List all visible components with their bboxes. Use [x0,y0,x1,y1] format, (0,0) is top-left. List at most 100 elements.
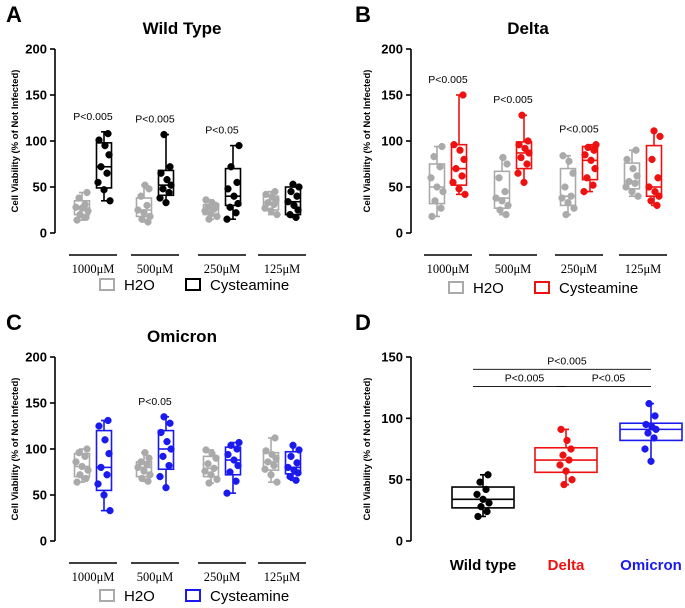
data-point [208,198,216,207]
data-point [94,480,102,488]
y-axis-title: Cell Viability (% of Not Infected) [10,70,21,213]
chart-title: Wild Type [143,19,222,38]
data-point [562,210,570,219]
data-point [483,507,491,516]
data-point [499,153,507,162]
box-group [449,91,469,199]
data-point [295,446,303,454]
data-point [273,210,281,219]
data-point [227,441,235,449]
data-point [502,210,510,219]
data-point [101,141,109,150]
data-point [592,141,600,149]
data-point [292,476,300,484]
box-group [94,129,114,205]
x-category-label: 500μM [495,262,532,276]
data-point [495,174,503,182]
data-point [264,198,272,207]
data-point [455,185,463,193]
data-point [76,210,84,219]
data-point [159,185,167,193]
data-point [143,201,151,210]
data-point [72,203,80,211]
y-tick-label: 200 [25,350,47,365]
data-point [645,183,653,191]
data-point [450,141,458,149]
significance-label: P<0.005 [547,355,587,367]
data-point [271,187,279,196]
data-point [641,445,649,453]
data-point [644,429,652,437]
data-point [436,163,444,171]
legend-swatch-cysteamine [534,281,550,294]
x-category-label: 125μM [264,570,301,584]
y-tick-label: 50 [389,180,403,195]
y-axis-title: Cell Viability (% of Not Infected) [362,378,373,521]
data-point [650,127,658,135]
data-point [648,155,656,164]
data-point [290,466,298,474]
data-point [213,475,221,484]
data-point [95,136,103,144]
data-point [167,445,175,453]
data-point [232,209,240,217]
box-group [201,196,221,223]
data-point [428,212,436,221]
data-point [95,422,103,430]
data-point [567,445,575,453]
data-point [564,198,572,207]
data-point [484,471,492,479]
x-category-label: 250μM [204,262,241,276]
data-point [224,185,232,193]
legend-label-cysteamine: Cysteamine [210,277,289,294]
data-point [293,459,301,467]
data-point [82,474,90,483]
data-point [163,175,171,184]
data-point [293,192,301,200]
panel-label: B [355,2,371,27]
y-tick-label: 100 [381,411,403,426]
box-group [451,471,515,521]
y-tick-label: 100 [25,134,47,149]
chart-title: Omicron [147,327,217,346]
box-group [201,446,221,487]
data-point [105,449,113,458]
data-point [232,477,240,485]
x-category-label: 125μM [264,262,301,276]
data-point [580,187,588,196]
y-tick-label: 150 [25,88,47,103]
data-point [559,451,567,459]
data-point [501,187,509,196]
legend-swatch-cysteamine [185,278,201,291]
panel-label: A [6,2,22,27]
chart-panel-d: D 0 50 100 150 Cell Viability (% of Not Infec… [355,310,683,574]
data-point [284,198,292,206]
data-point [503,160,511,168]
significance-label: P<0.005 [505,372,545,384]
legend-swatch-h2o [99,278,115,291]
data-point [514,169,522,177]
y-tick-label: 200 [381,42,403,57]
chart-panel-b: B Delta 0 50 100 150 200 Cell Viability (% of N… [355,2,667,297]
y-axis-title: Cell Viability (% of Not Infected) [10,378,21,521]
data-point [137,458,145,466]
box-group [284,441,303,484]
box-group [72,188,92,224]
data-point [163,437,171,446]
y-axis-title: Cell Viability (% of Not Infected) [362,70,373,213]
data-point [286,210,294,219]
box-group [156,413,175,492]
data-point [223,489,231,497]
panel-label: C [6,310,22,335]
box-group [261,434,281,486]
data-point [213,212,221,221]
data-point [289,180,297,188]
data-point [492,194,500,202]
data-point [106,197,114,205]
data-point [97,463,105,472]
data-point [235,141,243,150]
y-tick-label: 0 [40,534,47,549]
significance-label: P<0.005 [559,124,599,136]
data-point [141,449,149,457]
data-point [106,506,114,515]
